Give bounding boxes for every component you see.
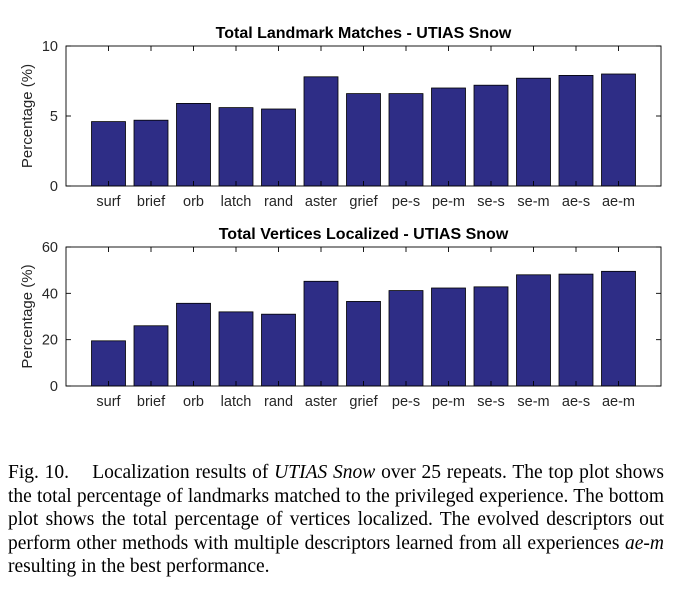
- x-tick-label: ae-s: [562, 194, 590, 210]
- bar-ae-m: [601, 270, 636, 387]
- bar-pe-s: [388, 290, 424, 387]
- y-tick-label: 60: [42, 240, 58, 256]
- x-tick-label: orb: [183, 194, 204, 210]
- x-tick-label: se-s: [477, 394, 504, 410]
- caption-method: ae-m: [625, 532, 664, 554]
- x-tick-label: surf: [96, 194, 121, 210]
- x-tick-label: latch: [221, 194, 252, 210]
- x-tick-label: brief: [137, 394, 166, 410]
- bar-pe-m: [431, 287, 466, 387]
- bar-orb: [176, 103, 211, 187]
- y-tick-label: 40: [42, 286, 58, 302]
- bar-ae-m: [601, 73, 636, 187]
- bar-grief: [346, 301, 381, 387]
- bar-grief: [346, 93, 381, 187]
- y-tick-label: 0: [50, 379, 58, 395]
- x-tick-label: rand: [264, 394, 293, 410]
- x-tick-label: grief: [349, 194, 378, 210]
- x-tick-label: pe-s: [392, 194, 420, 210]
- bar-surf: [91, 121, 126, 187]
- bar-orb: [176, 302, 211, 387]
- bar-ae-s: [558, 273, 594, 387]
- x-tick-label: aster: [305, 194, 337, 210]
- x-tick-label: pe-m: [432, 194, 465, 210]
- x-tick-label: grief: [349, 394, 378, 410]
- bar-se-s: [473, 286, 509, 387]
- bar-se-s: [473, 84, 509, 187]
- figure-caption: Fig. 10. Localization results of UTIAS S…: [8, 461, 664, 579]
- caption-label: Fig. 10.: [8, 462, 70, 483]
- x-tick-label: ae-m: [602, 394, 635, 410]
- bar-surf: [91, 340, 126, 387]
- x-tick-label: se-m: [517, 394, 549, 410]
- bar-aster: [303, 76, 339, 187]
- x-tick-label: pe-m: [432, 394, 465, 410]
- bar-brief: [133, 119, 169, 187]
- x-tick-label: ae-s: [562, 394, 590, 410]
- chart-title: Total Landmark Matches - UTIAS Snow: [216, 25, 512, 42]
- bar-pe-m: [431, 87, 466, 187]
- caption-text-1: Localization results of: [92, 462, 275, 483]
- x-tick-label: se-m: [517, 194, 549, 210]
- caption-dataset: UTIAS Snow: [274, 462, 376, 483]
- bar-rand: [261, 313, 296, 387]
- x-tick-label: ae-m: [602, 194, 635, 210]
- chart-2: Total Vertices Localized - UTIAS Snow sur…: [19, 226, 662, 410]
- y-tick-label: 5: [50, 109, 58, 125]
- y-tick-label: 10: [42, 39, 58, 55]
- y-tick-label: 0: [50, 179, 58, 195]
- bar-se-m: [516, 274, 551, 387]
- bar-latch: [218, 107, 254, 187]
- x-tick-label: brief: [137, 194, 166, 210]
- chart-1: Total Landmark Matches - UTIAS Snow surf b…: [19, 25, 662, 210]
- bar-se-m: [516, 77, 551, 187]
- bar-ae-s: [558, 75, 594, 187]
- x-tick-label: aster: [305, 394, 337, 410]
- bar-aster: [303, 280, 339, 387]
- x-tick-label: latch: [221, 394, 252, 410]
- y-tick-label: 20: [42, 333, 58, 349]
- x-tick-label: se-s: [477, 194, 504, 210]
- caption-text-2: over 25 repeats. The top plot shows the …: [8, 462, 665, 554]
- x-tick-label: pe-s: [392, 394, 420, 410]
- bar-brief: [133, 325, 169, 387]
- caption-text-3: resulting in the best performance.: [8, 556, 270, 577]
- x-tick-label: orb: [183, 394, 204, 410]
- bar-latch: [218, 311, 254, 387]
- y-axis-label: Percentage (%): [19, 264, 36, 368]
- y-axis-label: Percentage (%): [19, 64, 36, 168]
- bar-rand: [261, 108, 296, 187]
- bar-pe-s: [388, 93, 424, 187]
- x-tick-label: rand: [264, 194, 293, 210]
- chart-title: Total Vertices Localized - UTIAS Snow: [219, 226, 509, 243]
- x-tick-label: surf: [96, 394, 121, 410]
